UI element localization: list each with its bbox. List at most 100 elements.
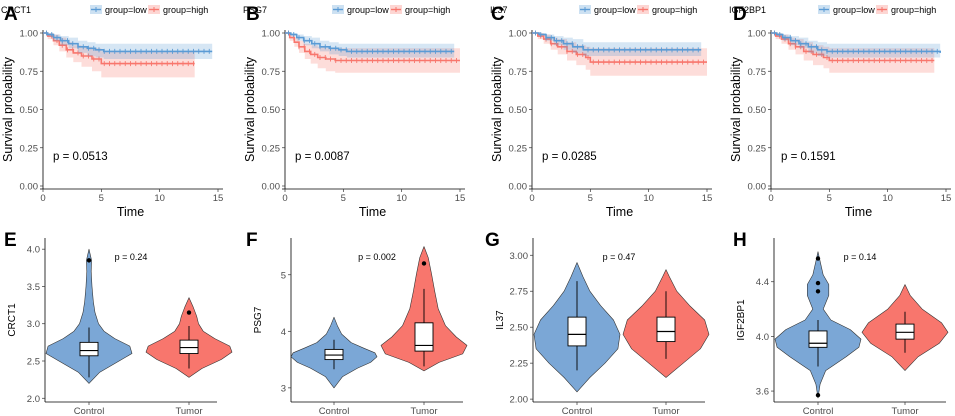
y-tick-label: 0.50	[20, 105, 39, 116]
x-axis-title: Time	[606, 205, 633, 219]
x-tick-label: Control	[803, 406, 834, 416]
y-tick-label: 4.0	[756, 332, 769, 343]
legend-gene-label: IGF2BP1	[729, 5, 766, 15]
y-tick-label: 3.5	[27, 282, 40, 293]
y-tick-label: 5	[281, 270, 286, 281]
ci-band-low	[43, 33, 213, 59]
x-tick-label: Control	[74, 406, 105, 416]
violin-control	[45, 248, 133, 384]
y-axis-title: IGF2BP1	[736, 299, 747, 341]
x-tick-label: Tumor	[891, 406, 918, 416]
y-tick-label: 2.0	[27, 394, 40, 405]
p-value-label: p = 0.0087	[295, 151, 350, 163]
x-tick-label: 10	[643, 193, 654, 204]
outlier-point	[815, 256, 821, 261]
legend-entry: group=high	[405, 5, 450, 15]
violin-panel-g: G 2.00 2.25 2.50 2.75 3.00 Control Tumor IL37 p =…	[485, 230, 710, 416]
x-tick-label: 5	[827, 193, 832, 204]
y-axis-title: PSG7	[253, 306, 264, 333]
legend-gene-label: PSG7	[243, 5, 267, 15]
x-tick-label: 10	[396, 193, 407, 204]
x-tick-label: 5	[341, 193, 346, 204]
panel-label: G	[485, 230, 500, 251]
x-tick-label: 5	[588, 193, 593, 204]
x-tick-label: 15	[213, 193, 224, 204]
p-value-label: p = 0.0285	[542, 151, 597, 163]
y-tick-label: 1.00	[20, 29, 39, 40]
y-tick-label: 0.00	[509, 182, 528, 193]
box-iqr	[895, 323, 915, 340]
box-iqr	[656, 316, 676, 343]
legend-entry: group=low	[833, 5, 875, 15]
box-iqr	[79, 341, 99, 357]
p-value-label: p = 0.1591	[781, 151, 836, 163]
y-tick-label: 0.00	[262, 182, 281, 193]
legend-entry: group=low	[594, 5, 636, 15]
box-iqr	[414, 322, 434, 352]
p-value-label: p = 0.47	[603, 252, 636, 262]
y-tick-label: 3.6	[756, 387, 769, 398]
y-tick-label: 0.00	[748, 182, 767, 193]
y-tick-label: 4.0	[27, 245, 40, 256]
x-tick-label: 0	[768, 193, 773, 204]
y-tick-label: 0.25	[20, 143, 39, 154]
legend-entry: group=low	[105, 5, 147, 15]
x-tick-label: 10	[154, 193, 165, 204]
x-tick-label: Tumor	[175, 406, 202, 416]
y-tick-label: 0.50	[262, 105, 281, 116]
y-axis-title: Survival probability	[729, 56, 743, 162]
y-tick-label: 0.25	[262, 143, 281, 154]
panel-label: F	[246, 230, 258, 251]
p-value-label: p = 0.24	[115, 252, 148, 262]
y-axis-title: Survival probability	[243, 56, 257, 162]
y-tick-label: 4.4	[756, 277, 769, 288]
outlier-point	[421, 261, 427, 266]
survival-curve-low	[43, 32, 213, 53]
x-tick-label: 0	[529, 193, 534, 204]
outlier-point	[815, 280, 821, 286]
x-tick-label: 15	[455, 193, 466, 204]
y-tick-label: 0.75	[509, 67, 528, 78]
ci-band-high	[771, 33, 935, 73]
y-tick-label: 2.75	[510, 287, 529, 298]
legend-entry: group=high	[163, 5, 208, 15]
legend-entry: group=high	[652, 5, 697, 15]
ci-band-high	[532, 33, 707, 76]
violin-panel-e: E 2.0 2.5 3.0 3.5 4.0 Control Tumor CRCT1 p = 0.2…	[4, 230, 233, 416]
y-tick-label: 0.50	[748, 105, 767, 116]
violin-panel-h: H 3.6 4.0 4.4 Control Tumor IGF2BP1 p = 0.14	[733, 230, 949, 416]
ci-band-low	[771, 33, 941, 59]
x-tick-label: Tumor	[652, 406, 679, 416]
y-tick-label: 3	[281, 383, 286, 394]
p-value-label: p = 0.14	[844, 252, 877, 262]
x-axis-title: Time	[845, 205, 872, 219]
y-tick-label: 1.00	[262, 29, 281, 40]
legend-entry: group=low	[347, 5, 389, 15]
x-tick-label: Control	[562, 406, 593, 416]
x-axis-title: Time	[359, 205, 386, 219]
panel-label: E	[4, 230, 17, 251]
ci-band-low	[532, 33, 702, 56]
y-tick-label: 1.00	[748, 29, 767, 40]
x-tick-label: 15	[702, 193, 713, 204]
y-tick-label: 4	[281, 327, 286, 338]
ci-band-high	[43, 33, 195, 78]
panel-label: H	[733, 230, 747, 251]
y-tick-label: 0.75	[262, 67, 281, 78]
y-tick-label: 0.00	[20, 182, 39, 193]
x-tick-label: 0	[282, 193, 287, 204]
y-tick-label: 0.75	[20, 67, 39, 78]
y-tick-label: 0.25	[748, 143, 767, 154]
legend-gene-label: CRCT1	[1, 5, 31, 15]
y-axis-title: Survival probability	[1, 56, 15, 162]
panel-label: D	[733, 4, 747, 25]
legend-gene-label: IL37	[490, 5, 508, 15]
y-tick-label: 0.50	[509, 105, 528, 116]
y-tick-label: 2.5	[27, 357, 40, 368]
outlier-point	[86, 258, 92, 263]
